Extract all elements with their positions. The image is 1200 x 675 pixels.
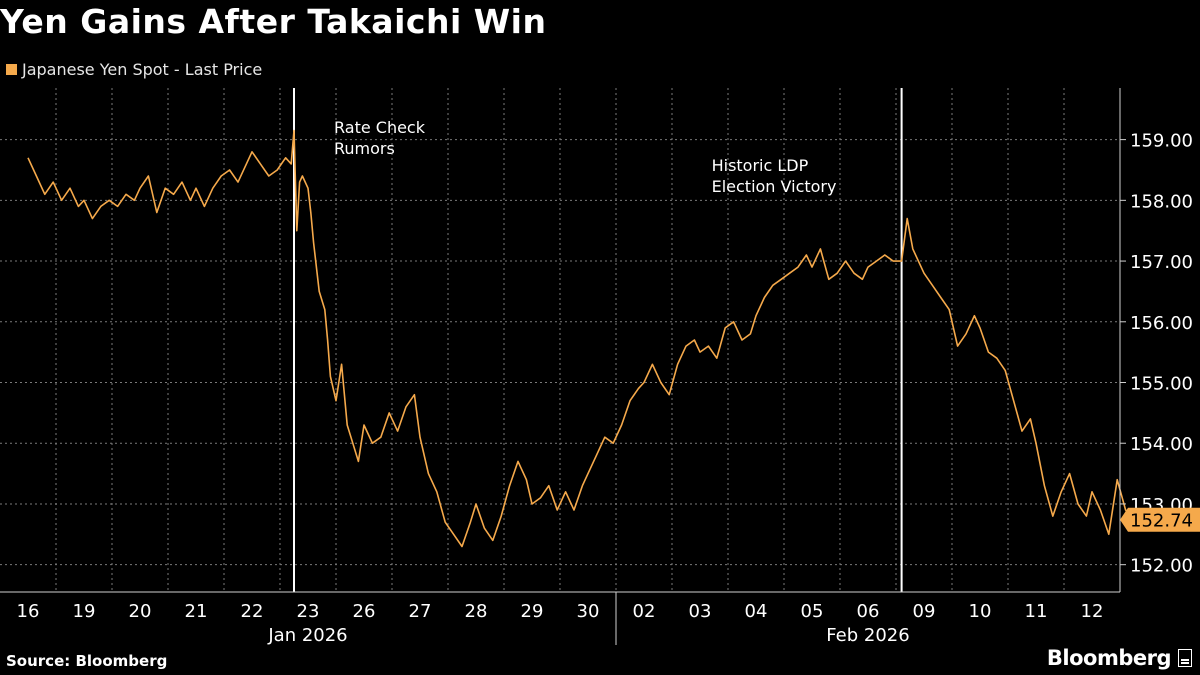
- annotation-label: Rate Check Rumors: [334, 118, 426, 158]
- y-tick-label: 156.00: [1130, 313, 1193, 334]
- x-tick-label: 16: [17, 601, 40, 622]
- x-tick-label: 29: [521, 601, 544, 622]
- bloomberg-logo: Bloomberg: [1047, 646, 1192, 670]
- x-tick-label: 20: [129, 601, 152, 622]
- last-value-badge: [1120, 507, 1200, 532]
- x-tick-label: 06: [857, 601, 880, 622]
- x-tick-label: 23: [297, 601, 320, 622]
- x-tick-label: 28: [465, 601, 488, 622]
- x-tick-label: 21: [185, 601, 208, 622]
- price-series-line: [27, 129, 1135, 548]
- x-tick-label: 19: [73, 601, 96, 622]
- x-month-label: Jan 2026: [267, 625, 347, 646]
- y-tick-label: 152.00: [1130, 556, 1193, 577]
- y-tick-label: 155.00: [1130, 374, 1193, 395]
- x-tick-label: 12: [1081, 601, 1104, 622]
- legend: Japanese Yen Spot - Last Price: [6, 60, 262, 79]
- y-tick-label: 154.00: [1130, 434, 1193, 455]
- x-tick-label: 22: [241, 601, 264, 622]
- x-tick-label: 10: [969, 601, 992, 622]
- x-tick-label: 27: [409, 601, 432, 622]
- y-tick-label: 157.00: [1130, 252, 1193, 273]
- x-tick-label: 02: [633, 601, 656, 622]
- y-tick-label: 159.00: [1130, 131, 1193, 152]
- x-month-label: Feb 2026: [826, 625, 909, 646]
- x-tick-label: 03: [689, 601, 712, 622]
- x-tick-label: 09: [913, 601, 936, 622]
- legend-label: Japanese Yen Spot - Last Price: [22, 60, 263, 79]
- source-note: Source: Bloomberg: [6, 652, 168, 670]
- x-tick-label: 05: [801, 601, 824, 622]
- terminal-icon: [1178, 649, 1192, 667]
- last-value-tag: 152.74: [1120, 507, 1200, 532]
- x-tick-label: 26: [353, 601, 376, 622]
- last-value-label: 152.74: [1130, 511, 1193, 532]
- annotation-label: Historic LDP Election Victory: [712, 156, 837, 196]
- y-tick-label: 158.00: [1130, 191, 1193, 212]
- chart-title: Yen Gains After Takaichi Win: [0, 2, 547, 41]
- legend-swatch: [6, 64, 17, 75]
- x-tick-label: 11: [1025, 601, 1048, 622]
- x-tick-label: 04: [745, 601, 768, 622]
- x-tick-label: 30: [577, 601, 600, 622]
